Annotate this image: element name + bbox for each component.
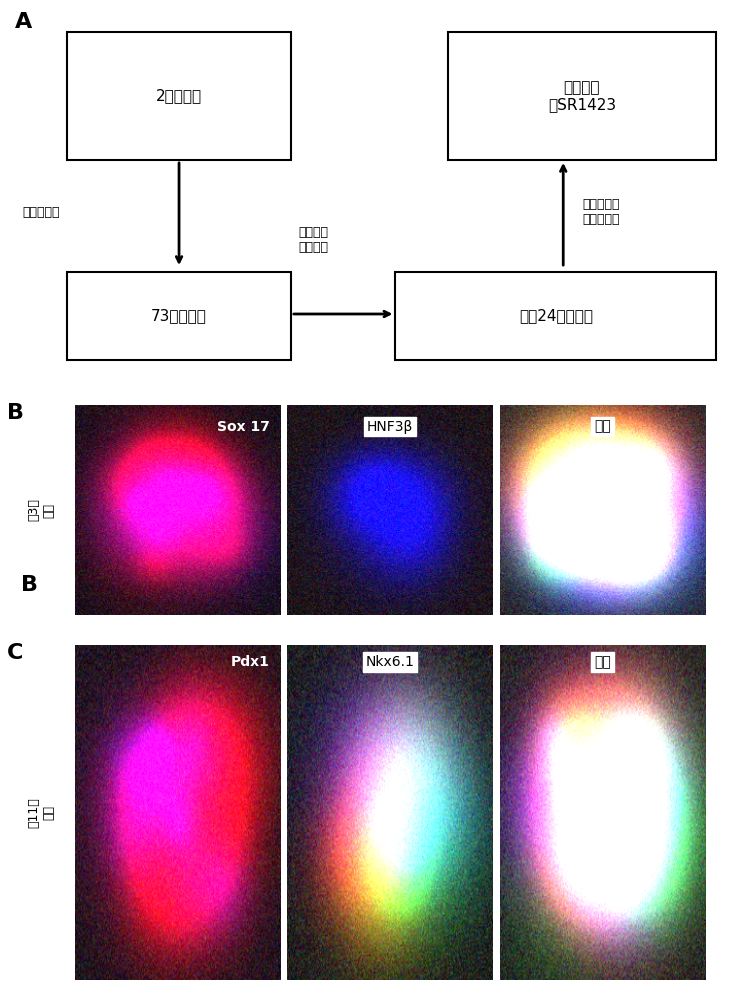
Text: 2供体胰腺: 2供体胰腺 xyxy=(156,89,202,104)
Text: 选择24个细胞系: 选择24个细胞系 xyxy=(518,308,593,324)
Text: 诱导多能性: 诱导多能性 xyxy=(22,206,60,219)
Text: 第3天
排列: 第3天 排列 xyxy=(27,499,55,521)
FancyBboxPatch shape xyxy=(67,272,291,360)
Text: 筛选胰腺祖
细胞标记物: 筛选胰腺祖 细胞标记物 xyxy=(582,198,619,226)
Text: Nkx6.1: Nkx6.1 xyxy=(366,655,414,669)
Text: B: B xyxy=(7,403,24,423)
Text: C: C xyxy=(7,643,23,663)
Text: 筛选内胚
层标记物: 筛选内胚 层标记物 xyxy=(298,226,328,254)
Text: Pdx1: Pdx1 xyxy=(231,655,269,669)
FancyBboxPatch shape xyxy=(67,32,291,160)
Text: 合并: 合并 xyxy=(594,655,611,669)
Text: B: B xyxy=(22,575,38,595)
Text: 合并: 合并 xyxy=(594,420,611,434)
Text: A: A xyxy=(15,12,32,32)
FancyBboxPatch shape xyxy=(448,32,716,160)
Text: 选择细胞
系SR1423: 选择细胞 系SR1423 xyxy=(548,80,616,112)
FancyBboxPatch shape xyxy=(395,272,716,360)
Text: 73个细胞系: 73个细胞系 xyxy=(151,308,207,324)
Text: Sox 17: Sox 17 xyxy=(216,420,269,434)
Text: HNF3β: HNF3β xyxy=(367,420,413,434)
Text: 第11天
排列: 第11天 排列 xyxy=(27,797,55,828)
